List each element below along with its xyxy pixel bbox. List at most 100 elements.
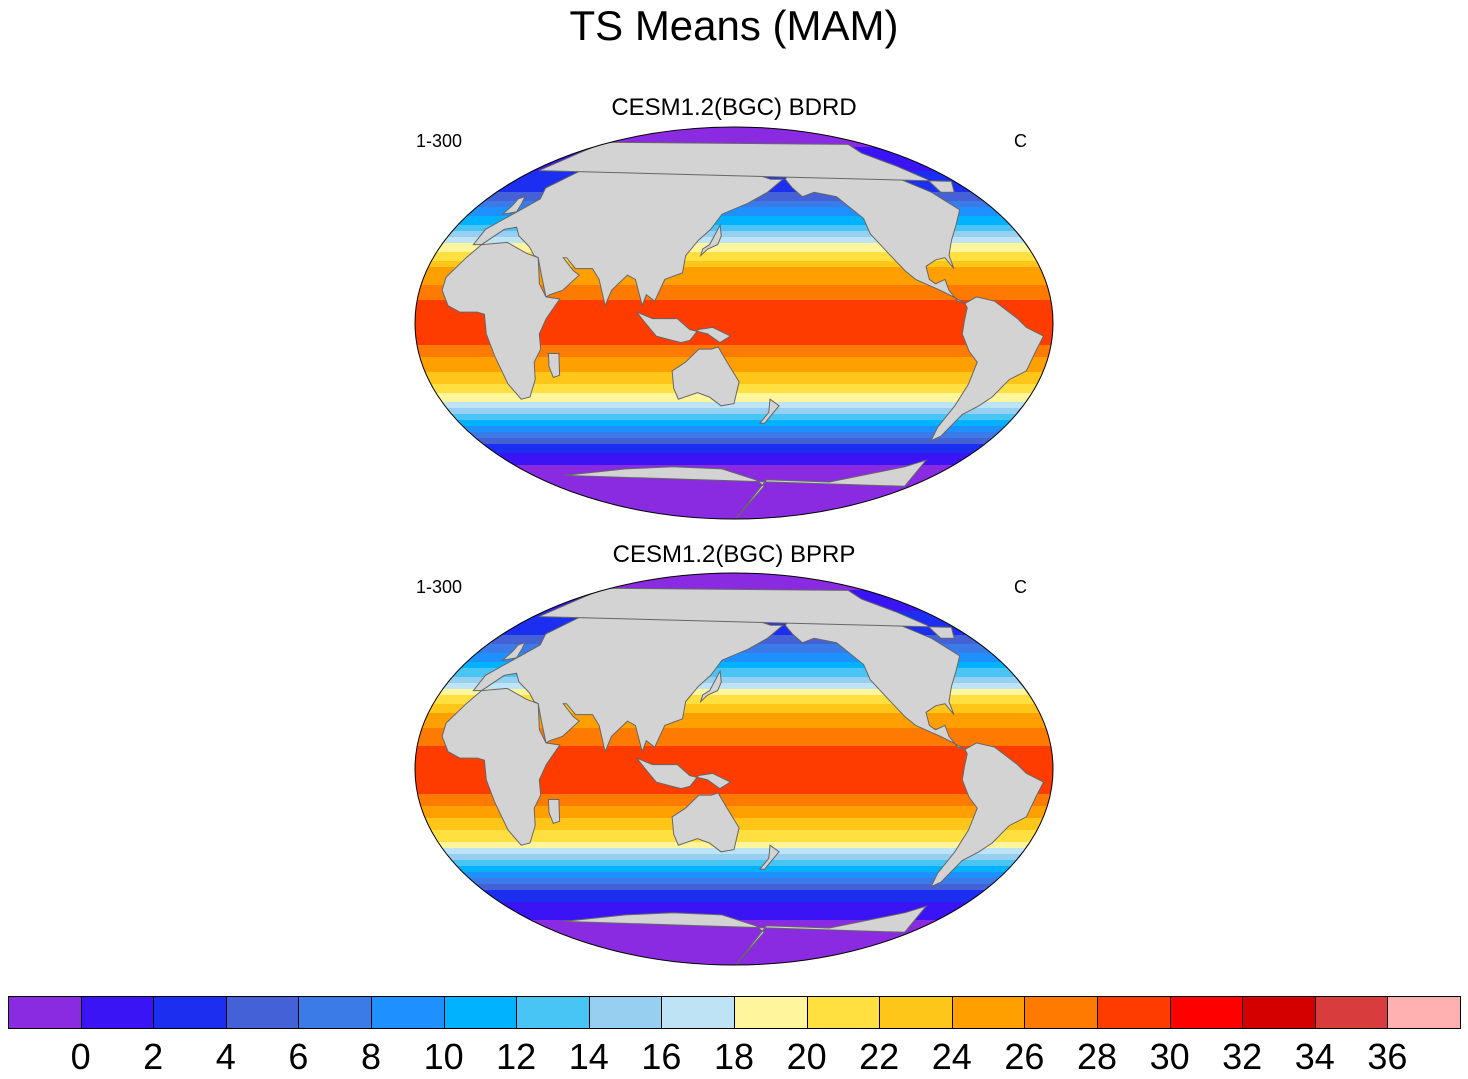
- panel-left-string-1: 1-300: [416, 131, 463, 151]
- panel-units-1: C: [1014, 131, 1027, 151]
- colorbar-box: [879, 996, 953, 1029]
- land-uk: [501, 195, 526, 215]
- ocean-band: [415, 450, 1053, 454]
- ocean-band: [415, 222, 1053, 226]
- colorbar-box: [661, 996, 735, 1029]
- ocean-band: [415, 671, 1053, 675]
- ocean-band: [415, 731, 1053, 735]
- land-australia: [671, 346, 740, 407]
- colorbar-box: [516, 996, 590, 1029]
- land-new-zealand: [758, 398, 780, 424]
- land-indonesia: [635, 756, 732, 790]
- ocean-band: [415, 261, 1053, 265]
- ocean-band: [415, 573, 1053, 576]
- panel-title-2: CESM1.2(BGC) BPRP: [612, 541, 856, 568]
- ocean-band: [415, 276, 1053, 280]
- ocean-band: [415, 324, 1053, 328]
- ocean-band: [415, 896, 1053, 900]
- colorbar-tick-label: 32: [1222, 1036, 1263, 1077]
- ocean-band: [415, 498, 1053, 502]
- ocean-band: [415, 929, 1053, 933]
- ocean-band: [415, 507, 1053, 511]
- ocean-band: [415, 426, 1053, 430]
- ocean-band: [415, 656, 1053, 660]
- colorbar-box: [1169, 996, 1244, 1029]
- ocean-band: [415, 294, 1053, 298]
- ocean-band: [415, 369, 1053, 373]
- ocean-band: [415, 420, 1053, 424]
- ocean-band: [415, 809, 1053, 813]
- ocean-band: [415, 363, 1053, 367]
- colorbar-box: [8, 996, 82, 1029]
- ocean-band: [415, 704, 1053, 708]
- ocean-band: [415, 707, 1053, 711]
- ocean-band: [415, 776, 1053, 780]
- ocean-band: [415, 872, 1053, 876]
- ocean-band: [415, 135, 1053, 139]
- ocean-band: [415, 453, 1053, 457]
- ocean-band: [415, 755, 1053, 759]
- ocean-band: [415, 258, 1053, 262]
- ocean-band: [415, 785, 1053, 789]
- ocean-band: [415, 213, 1053, 217]
- colorbar-box: [806, 996, 881, 1029]
- ocean-band: [415, 279, 1053, 283]
- ocean-band: [415, 237, 1053, 241]
- ocean-band: [415, 773, 1053, 777]
- ocean-band: [415, 510, 1053, 514]
- ocean-band: [415, 285, 1053, 289]
- ocean-band: [415, 575, 1053, 579]
- colorbar-box: [1024, 996, 1098, 1029]
- colorbar-box: [298, 996, 372, 1029]
- colorbar-tick-label: 30: [1149, 1036, 1190, 1077]
- ocean-band: [415, 869, 1053, 873]
- ocean-band: [415, 788, 1053, 792]
- ocean-band: [415, 306, 1053, 310]
- ocean-band: [415, 779, 1053, 783]
- ocean-band: [415, 288, 1053, 292]
- ocean-band: [415, 435, 1053, 439]
- ocean-band: [415, 680, 1053, 684]
- ocean-band: [415, 770, 1053, 774]
- colorbar-tick-label: 6: [288, 1036, 309, 1077]
- ocean-band: [415, 749, 1053, 753]
- ocean-band: [415, 761, 1053, 765]
- ocean-band: [415, 857, 1053, 861]
- ocean-band: [415, 854, 1053, 858]
- ocean-band: [415, 333, 1053, 337]
- ocean-band: [415, 127, 1053, 130]
- ocean-band: [415, 411, 1053, 415]
- colorbar-tick-label: 26: [1004, 1036, 1045, 1077]
- ocean-band: [415, 800, 1053, 804]
- ocean-band: [415, 746, 1053, 750]
- ocean-band: [415, 225, 1053, 229]
- ocean-band: [415, 851, 1053, 855]
- colorbar-box: [588, 996, 663, 1029]
- ocean-band: [415, 941, 1053, 945]
- ocean-band: [415, 129, 1053, 133]
- ocean-band: [415, 716, 1053, 720]
- ocean-band: [415, 348, 1053, 352]
- ocean-band: [415, 360, 1053, 364]
- panel-left-string-2: 1-300: [416, 577, 463, 597]
- colorbar-tick-label: 24: [931, 1036, 972, 1077]
- ocean-band: [415, 881, 1053, 885]
- ocean-band: [415, 321, 1053, 325]
- ocean-band: [415, 719, 1053, 723]
- colorbar-tick-label: 0: [70, 1036, 91, 1077]
- ocean-band: [415, 255, 1053, 259]
- ocean-band: [415, 444, 1053, 448]
- panel-units-2: C: [1014, 577, 1027, 597]
- land-japan: [699, 223, 722, 258]
- ocean-band: [415, 516, 1053, 519]
- land-antarctica: [563, 459, 928, 519]
- land-australia: [671, 792, 740, 853]
- colorbar-tick-label: 10: [423, 1036, 464, 1077]
- ocean-band: [415, 417, 1053, 421]
- ocean-band: [415, 950, 1053, 954]
- ocean-band: [415, 959, 1053, 963]
- ocean-band: [415, 282, 1053, 286]
- ocean-band: [415, 662, 1053, 666]
- ocean-band: [415, 486, 1053, 490]
- colorbar-tick-label: 12: [496, 1036, 537, 1077]
